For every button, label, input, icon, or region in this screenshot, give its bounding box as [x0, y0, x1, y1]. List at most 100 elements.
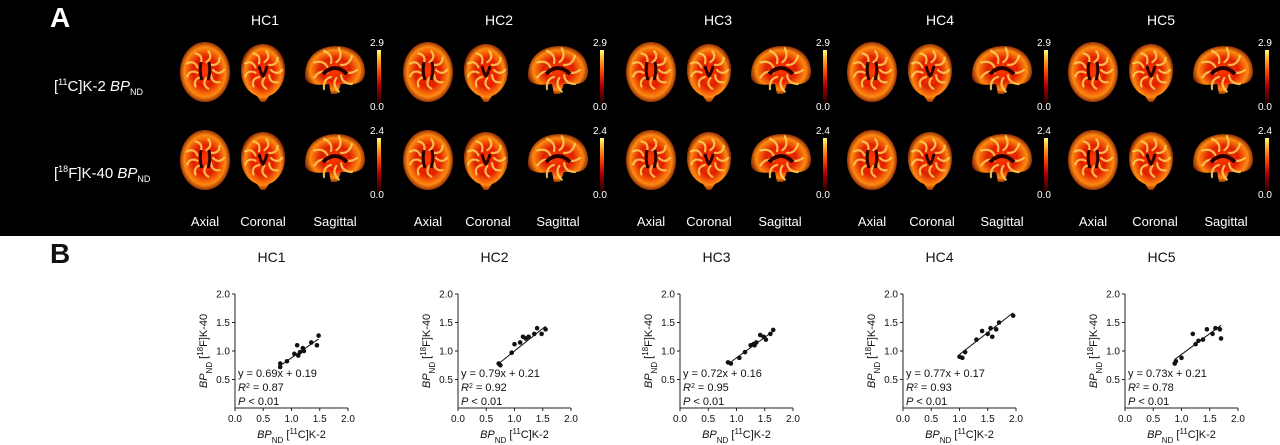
data-point	[295, 353, 301, 358]
y-tick-label: 1.5	[884, 318, 898, 329]
r-squared: R2 = 0.95	[683, 382, 729, 394]
colorbar-max-label: 2.4	[816, 126, 830, 137]
y-axis-label: BPND [18F]K-40	[1086, 314, 1104, 388]
colorbar	[600, 138, 604, 196]
y-tick-label: 0.5	[884, 375, 898, 386]
regression-equation: y = 0.77x + 0.17	[906, 368, 985, 380]
view-label-coronal: Coronal	[1132, 214, 1178, 229]
sagittal-brain-image	[528, 46, 588, 94]
data-point	[962, 349, 968, 355]
colorbar	[1044, 138, 1048, 196]
colorbar-min-label: 0.0	[593, 102, 607, 113]
scatter-plot-hc1: HC1 0.0 0.5 1.0 1.5 2.0 0.5 1.0 1.5 2.0 y = 0.69x …	[160, 248, 405, 445]
subject-title-hc1: HC1	[250, 12, 279, 28]
axial-brain-image	[180, 130, 230, 190]
data-point	[742, 349, 748, 355]
colorbar	[1265, 50, 1269, 108]
x-tick-label: 1.5	[758, 414, 772, 425]
view-label-coronal: Coronal	[240, 214, 286, 229]
y-tick-label: 1.5	[439, 318, 453, 329]
sagittal-brain-image	[972, 134, 1032, 182]
x-tick-label: 1.5	[536, 414, 550, 425]
data-point	[753, 340, 759, 345]
subject-title-hc4: HC4	[925, 12, 954, 28]
view-label-axial: Axial	[857, 214, 887, 229]
data-point	[988, 325, 993, 331]
axial-brain-image	[403, 42, 453, 102]
x-tick-label: 0.0	[896, 414, 910, 425]
r-squared: R2 = 0.93	[906, 382, 952, 394]
axial-brain-image	[1068, 130, 1118, 190]
data-point	[292, 351, 297, 357]
coronal-brain-image	[687, 132, 731, 190]
x-tick-label: 1.5	[313, 414, 327, 425]
colorbar-max-label: 2.9	[370, 38, 384, 49]
x-tick-label: 1.0	[730, 414, 744, 425]
sagittal-brain-image	[305, 46, 365, 94]
axial-brain-image	[847, 42, 897, 102]
subject-title-hc5: HC5	[1146, 12, 1175, 28]
x-axis-label: BPND [11C]K-2	[925, 427, 994, 445]
regression-line	[498, 325, 546, 364]
data-point	[1218, 336, 1224, 341]
regression-equation: y = 0.72x + 0.16	[683, 368, 762, 380]
data-point	[316, 333, 321, 338]
axial-brain-image	[403, 130, 453, 190]
x-tick-label: 0.5	[924, 414, 938, 425]
data-point	[989, 334, 995, 340]
p-value: P < 0.01	[238, 396, 279, 408]
data-point	[770, 327, 776, 333]
x-axis-label: BPND [11C]K-2	[480, 427, 549, 445]
x-tick-label: 0.0	[1118, 414, 1132, 425]
sagittal-brain-image	[751, 46, 811, 94]
y-tick-label: 2.0	[439, 290, 453, 301]
y-tick-label: 1.5	[216, 318, 230, 329]
data-point	[531, 331, 537, 337]
data-point	[763, 337, 769, 342]
x-tick-label: 2.0	[341, 414, 355, 425]
view-label-sagittal: Sagittal	[758, 214, 802, 229]
x-tick-label: 2.0	[1231, 414, 1245, 425]
subject-title-hc2: HC2	[484, 12, 513, 28]
data-point	[1210, 331, 1215, 337]
colorbar-min-label: 0.0	[816, 190, 830, 201]
view-label-axial: Axial	[190, 214, 220, 229]
colorbar-max-label: 2.4	[1258, 126, 1272, 137]
y-tick-label: 2.0	[216, 290, 230, 301]
data-point	[979, 328, 985, 334]
panel-a-brain-images: A HC1 HC2 HC3 HC4 HC5 [11C]K-2 BPND [18F…	[0, 0, 1280, 236]
data-point	[1196, 338, 1201, 344]
x-tick-label: 1.0	[953, 414, 967, 425]
data-point	[308, 340, 314, 345]
row-label-k40: [18F]K-40 BPND	[54, 164, 151, 184]
colorbar-max-label: 2.9	[593, 38, 607, 49]
data-point	[768, 331, 773, 337]
data-point	[1179, 355, 1184, 361]
x-axis-label: BPND [11C]K-2	[702, 427, 771, 445]
colorbar-max-label: 2.9	[1258, 38, 1272, 49]
colorbar	[377, 50, 381, 108]
data-point	[301, 348, 307, 354]
data-point	[974, 337, 979, 342]
r-squared: R2 = 0.78	[1128, 382, 1174, 394]
x-tick-label: 0.0	[451, 414, 465, 425]
sagittal-brain-image	[1193, 134, 1253, 182]
y-axis-label: BPND [18F]K-40	[864, 314, 882, 388]
view-label-sagittal: Sagittal	[536, 214, 580, 229]
p-value: P < 0.01	[461, 396, 502, 408]
y-tick-label: 0.5	[439, 375, 453, 386]
axial-brain-image	[626, 130, 676, 190]
plot-title: HC2	[480, 249, 508, 265]
colorbar	[823, 138, 827, 196]
data-point	[1193, 341, 1198, 347]
axial-brain-image	[626, 42, 676, 102]
data-point	[277, 361, 283, 366]
colorbar-min-label: 0.0	[1258, 190, 1272, 201]
y-tick-label: 1.0	[1106, 347, 1120, 358]
data-point	[314, 343, 320, 348]
colorbar	[1265, 138, 1269, 196]
r-squared: R2 = 0.87	[238, 382, 284, 394]
coronal-brain-image	[1129, 44, 1173, 102]
data-point	[1010, 313, 1016, 318]
x-tick-label: 2.0	[564, 414, 578, 425]
